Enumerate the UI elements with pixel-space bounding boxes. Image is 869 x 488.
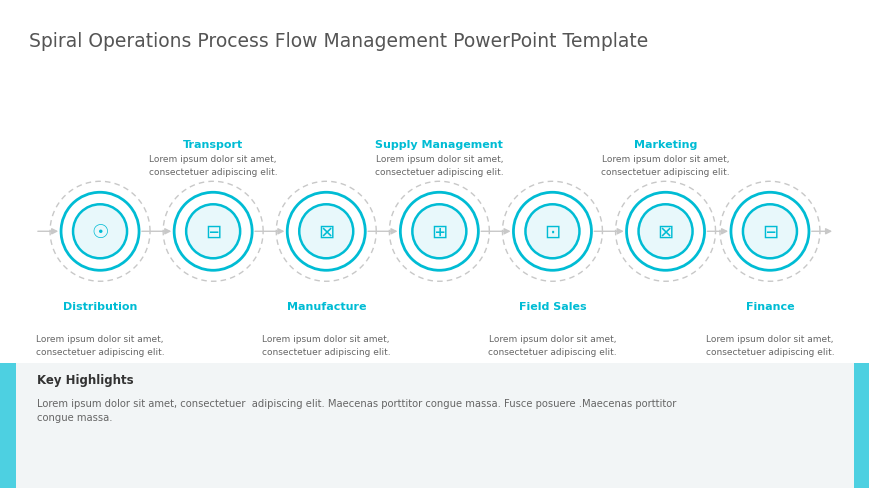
Text: Lorem ipsum dolor sit amet,
consectetuer adipiscing elit.: Lorem ipsum dolor sit amet, consectetuer… [488,334,616,356]
Circle shape [186,205,240,259]
Text: Key Highlights: Key Highlights [36,373,133,386]
Text: ⊟: ⊟ [205,223,221,241]
Bar [0,364,16,488]
Circle shape [730,193,808,271]
Circle shape [513,193,591,271]
Text: Lorem ipsum dolor sit amet, consectetuer  adipiscing elit. Maecenas porttitor co: Lorem ipsum dolor sit amet, consectetuer… [36,398,675,423]
Text: ⊠: ⊠ [318,223,334,241]
Circle shape [638,205,692,259]
Text: ⊟: ⊟ [761,223,777,241]
Circle shape [73,205,127,259]
Text: ☉: ☉ [91,223,109,241]
Text: Lorem ipsum dolor sit amet,
consectetuer adipiscing elit.: Lorem ipsum dolor sit amet, consectetuer… [705,334,833,356]
Text: Field Sales: Field Sales [518,301,586,311]
Circle shape [174,193,252,271]
Text: Lorem ipsum dolor sit amet,
consectetuer adipiscing elit.: Lorem ipsum dolor sit amet, consectetuer… [600,155,729,177]
Text: ⊞: ⊞ [431,223,447,241]
Circle shape [525,205,579,259]
Text: Transport: Transport [182,140,243,150]
Text: Lorem ipsum dolor sit amet,
consectetuer adipiscing elit.: Lorem ipsum dolor sit amet, consectetuer… [262,334,390,356]
Text: Lorem ipsum dolor sit amet,
consectetuer adipiscing elit.: Lorem ipsum dolor sit amet, consectetuer… [36,334,164,356]
Bar [0,364,869,488]
Text: Supply Management: Supply Management [375,140,502,150]
Text: Lorem ipsum dolor sit amet,
consectetuer adipiscing elit.: Lorem ipsum dolor sit amet, consectetuer… [375,155,503,177]
Bar [853,364,869,488]
Text: Marketing: Marketing [634,140,696,150]
Text: Distribution: Distribution [63,301,137,311]
Circle shape [61,193,139,271]
Text: ⊡: ⊡ [544,223,560,241]
Circle shape [287,193,365,271]
Circle shape [742,205,796,259]
Circle shape [412,205,466,259]
Text: Spiral Operations Process Flow Management PowerPoint Template: Spiral Operations Process Flow Managemen… [29,32,647,51]
Circle shape [299,205,353,259]
Text: ⊠: ⊠ [657,223,673,241]
Text: Lorem ipsum dolor sit amet,
consectetuer adipiscing elit.: Lorem ipsum dolor sit amet, consectetuer… [149,155,277,177]
Circle shape [400,193,478,271]
Text: Finance: Finance [745,301,793,311]
Text: Manufacture: Manufacture [286,301,366,311]
Circle shape [626,193,704,271]
